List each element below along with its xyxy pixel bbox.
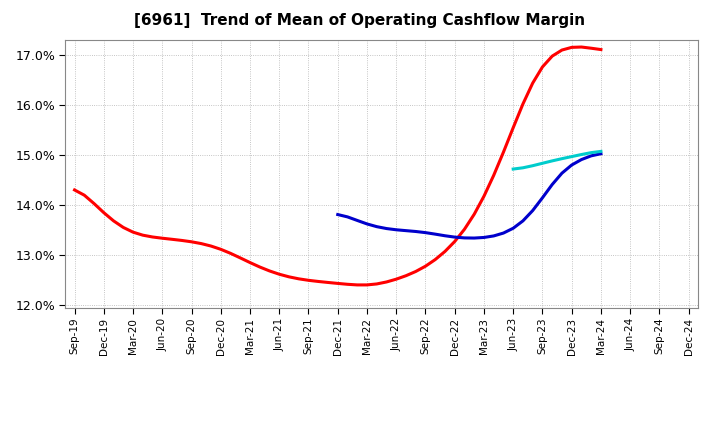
7 Years bbox=[597, 149, 606, 154]
5 Years bbox=[509, 226, 518, 231]
7 Years bbox=[557, 156, 566, 161]
5 Years bbox=[372, 224, 381, 229]
7 Years bbox=[538, 161, 546, 166]
7 Years bbox=[577, 152, 586, 157]
3 Years bbox=[353, 282, 361, 288]
5 Years bbox=[597, 151, 606, 156]
5 Years bbox=[333, 212, 342, 217]
5 Years bbox=[587, 153, 595, 158]
5 Years bbox=[411, 229, 420, 234]
5 Years bbox=[363, 221, 372, 227]
3 Years bbox=[265, 268, 274, 274]
5 Years bbox=[470, 235, 479, 241]
5 Years bbox=[421, 230, 430, 235]
5 Years bbox=[538, 195, 546, 201]
Text: [6961]  Trend of Mean of Operating Cashflow Margin: [6961] Trend of Mean of Operating Cashfl… bbox=[135, 13, 585, 28]
3 Years bbox=[587, 46, 595, 51]
5 Years bbox=[490, 233, 498, 238]
5 Years bbox=[451, 235, 459, 240]
5 Years bbox=[402, 228, 410, 233]
5 Years bbox=[460, 235, 469, 241]
3 Years bbox=[129, 230, 138, 235]
Line: 3 Years: 3 Years bbox=[75, 47, 601, 285]
5 Years bbox=[548, 182, 557, 187]
7 Years bbox=[567, 154, 576, 159]
5 Years bbox=[577, 157, 586, 162]
7 Years bbox=[587, 150, 595, 155]
Line: 7 Years: 7 Years bbox=[513, 151, 601, 169]
7 Years bbox=[509, 166, 518, 172]
3 Years bbox=[197, 241, 206, 246]
5 Years bbox=[557, 171, 566, 176]
7 Years bbox=[548, 158, 557, 164]
5 Years bbox=[431, 231, 439, 237]
7 Years bbox=[518, 165, 527, 170]
5 Years bbox=[480, 235, 488, 240]
5 Years bbox=[343, 214, 352, 220]
5 Years bbox=[392, 227, 400, 232]
5 Years bbox=[499, 231, 508, 236]
5 Years bbox=[353, 218, 361, 223]
3 Years bbox=[168, 237, 176, 242]
Line: 5 Years: 5 Years bbox=[338, 154, 601, 238]
Legend: 3 Years, 5 Years, 7 Years, 10 Years: 3 Years, 5 Years, 7 Years, 10 Years bbox=[172, 434, 591, 440]
5 Years bbox=[567, 162, 576, 168]
3 Years bbox=[577, 44, 586, 50]
3 Years bbox=[548, 54, 557, 59]
5 Years bbox=[518, 218, 527, 224]
7 Years bbox=[528, 163, 537, 169]
3 Years bbox=[71, 187, 79, 193]
5 Years bbox=[441, 233, 449, 238]
5 Years bbox=[382, 226, 391, 231]
3 Years bbox=[597, 47, 606, 52]
5 Years bbox=[528, 208, 537, 213]
